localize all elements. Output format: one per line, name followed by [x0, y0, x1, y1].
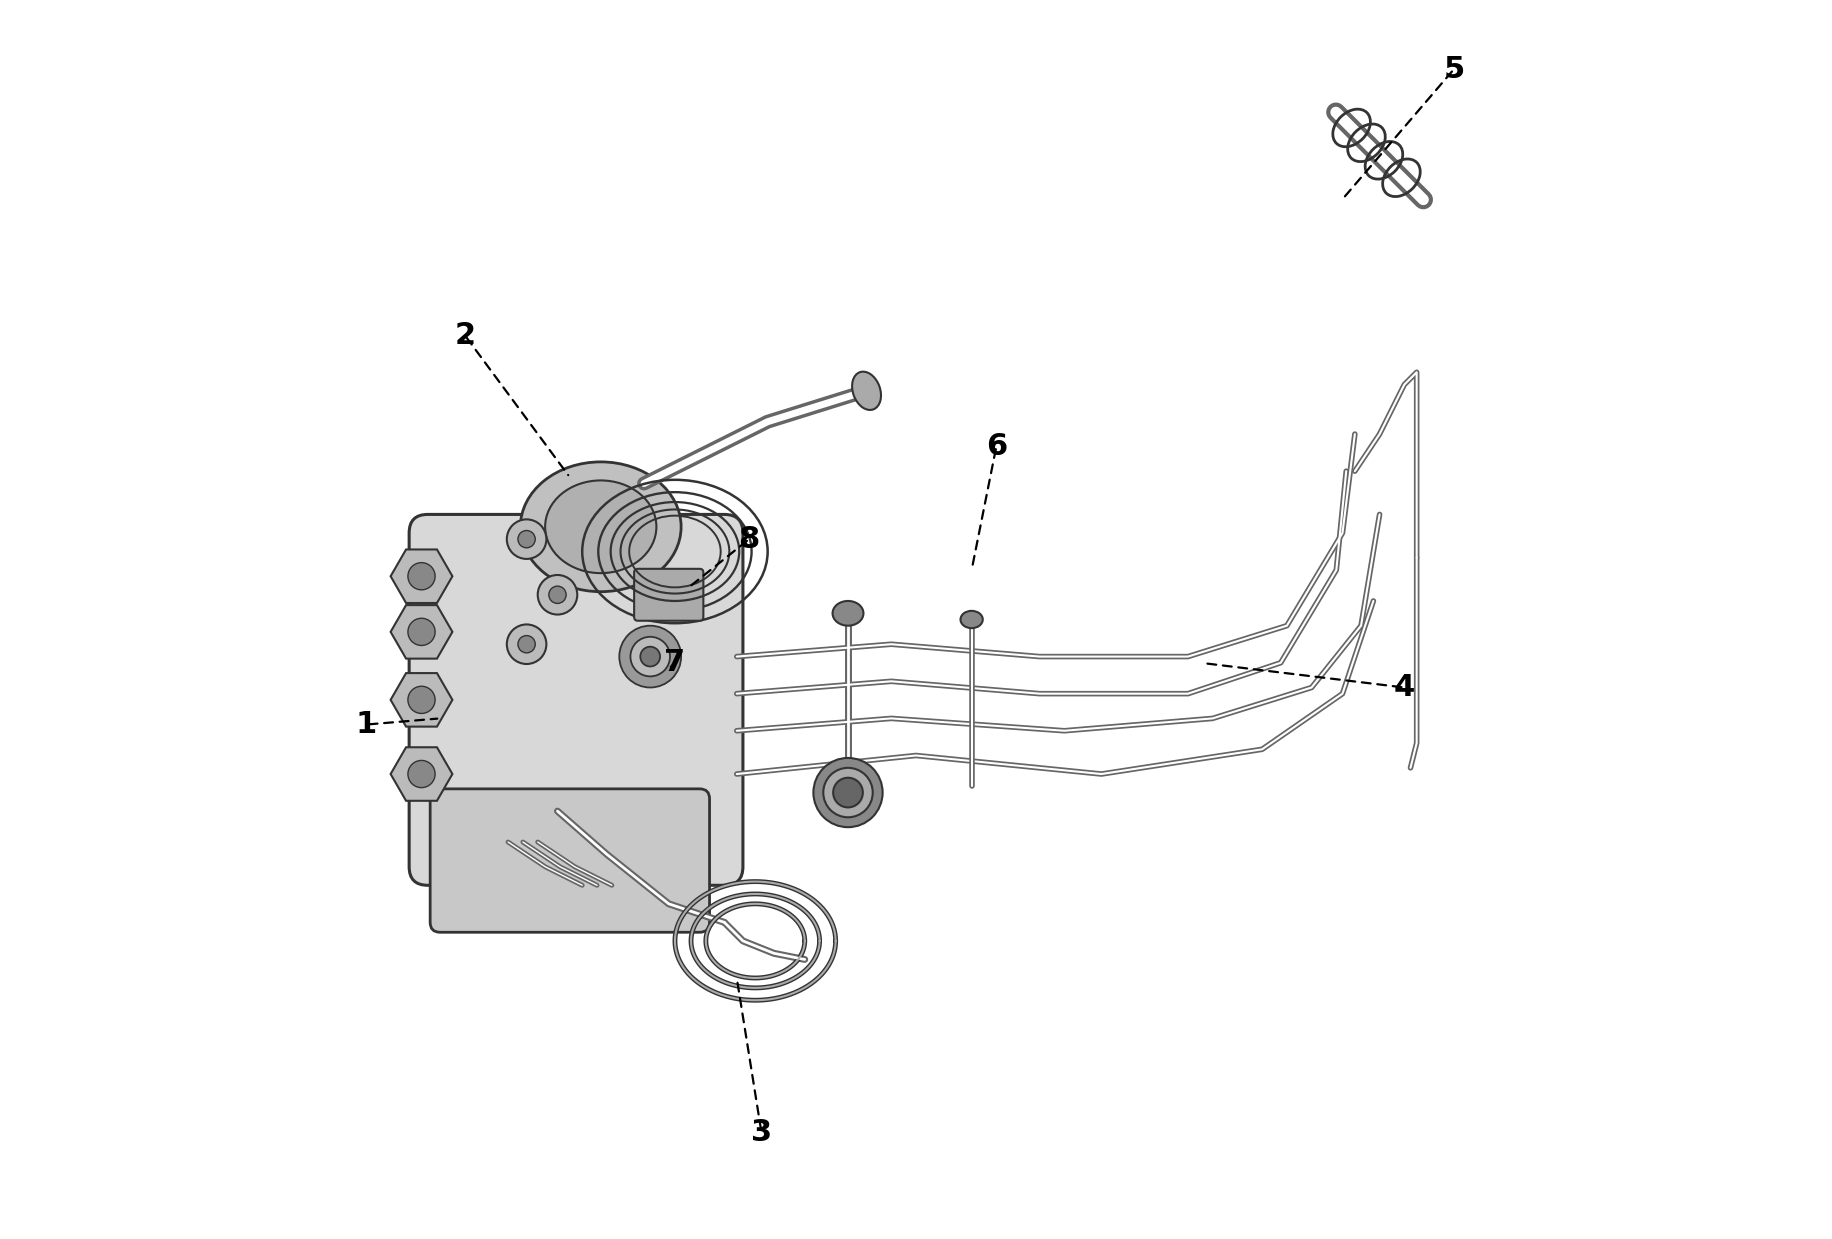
Circle shape — [409, 618, 436, 646]
Text: 4: 4 — [1394, 673, 1414, 703]
Circle shape — [409, 686, 436, 714]
Text: 3: 3 — [751, 1118, 771, 1147]
Ellipse shape — [520, 462, 682, 592]
Circle shape — [409, 761, 436, 788]
FancyBboxPatch shape — [634, 569, 703, 621]
Ellipse shape — [832, 601, 863, 626]
Ellipse shape — [960, 611, 982, 628]
Circle shape — [409, 563, 436, 590]
Text: 7: 7 — [665, 648, 685, 678]
Circle shape — [630, 637, 671, 676]
Circle shape — [518, 530, 535, 548]
Circle shape — [823, 768, 872, 818]
Circle shape — [539, 575, 577, 615]
Circle shape — [619, 626, 682, 688]
FancyBboxPatch shape — [431, 789, 709, 932]
Circle shape — [550, 586, 566, 603]
Text: 2: 2 — [454, 321, 474, 349]
Circle shape — [834, 778, 863, 808]
Text: 1: 1 — [355, 710, 377, 740]
Circle shape — [641, 647, 660, 667]
Circle shape — [507, 519, 546, 559]
Ellipse shape — [546, 481, 656, 574]
Circle shape — [518, 636, 535, 653]
Circle shape — [813, 758, 883, 828]
Text: 6: 6 — [986, 432, 1008, 461]
Ellipse shape — [852, 372, 881, 410]
Text: 8: 8 — [738, 524, 760, 554]
FancyBboxPatch shape — [409, 514, 744, 886]
Text: 5: 5 — [1444, 55, 1464, 84]
Circle shape — [507, 624, 546, 664]
